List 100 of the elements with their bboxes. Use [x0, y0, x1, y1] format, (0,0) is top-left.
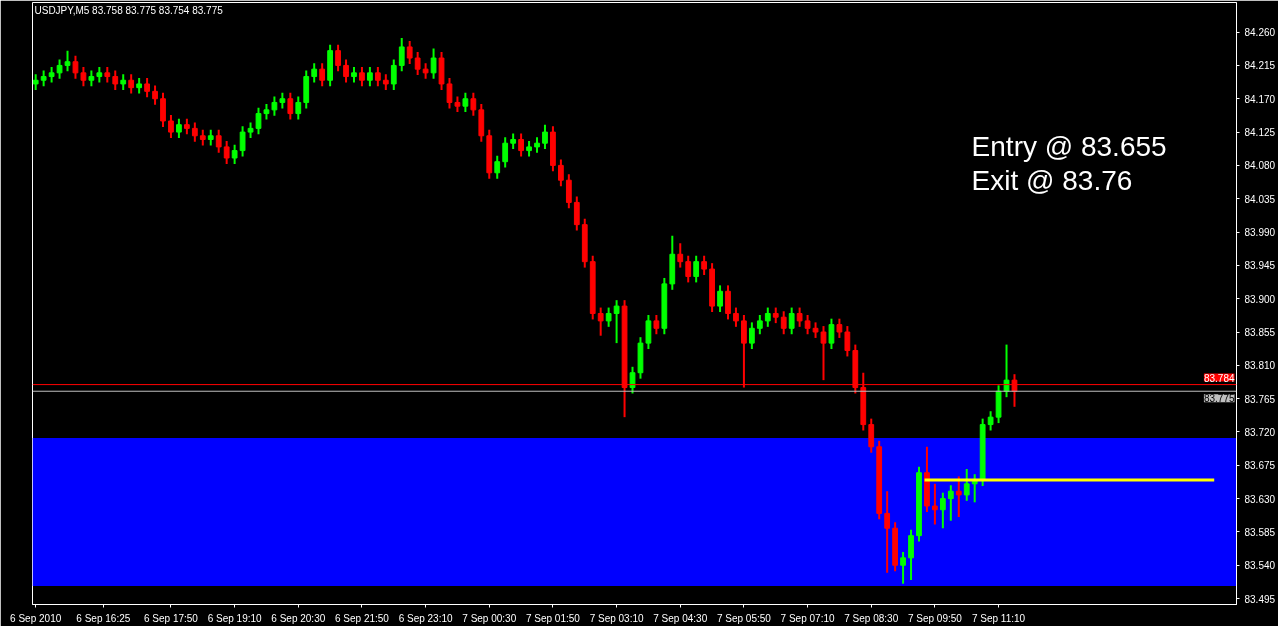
candlestick [191, 121, 198, 143]
candlestick [677, 242, 684, 269]
y-tick-label: 84.260 [1244, 27, 1276, 39]
x-tick-label: 6 Sep 2010 [10, 612, 62, 624]
candlestick [796, 306, 803, 328]
candlestick [406, 40, 413, 65]
x-tick-label: 7 Sep 03:10 [589, 612, 644, 624]
x-tick-label: 7 Sep 07:10 [780, 612, 835, 624]
x-tick-label: 7 Sep 04:30 [653, 612, 708, 624]
candlestick [295, 95, 302, 121]
candlestick [844, 325, 851, 358]
y-tick-label: 83.765 [1244, 393, 1276, 405]
candlestick [56, 58, 63, 80]
candlestick [955, 475, 962, 519]
candlestick [343, 58, 349, 84]
candlestick [629, 365, 636, 395]
candlestick [701, 254, 708, 276]
candlestick [398, 37, 405, 73]
x-tick-label: 6 Sep 23:10 [398, 612, 454, 624]
y-tick-label: 83.720 [1244, 426, 1276, 438]
candlestick [239, 125, 246, 158]
candlestick [685, 254, 692, 284]
candlestick [725, 284, 731, 321]
candlestick [335, 43, 341, 73]
candlestick [932, 482, 938, 526]
candlestick [908, 528, 914, 582]
candlestick [271, 95, 278, 117]
candlestick [558, 158, 564, 188]
x-tick-label: 7 Sep 09:50 [907, 612, 963, 624]
candlestick [645, 313, 652, 351]
candlestick [900, 550, 906, 585]
candlestick [311, 62, 318, 84]
annotation: Exit @ 83.76 [971, 164, 1133, 196]
y-tick-label: 84.125 [1244, 127, 1276, 139]
candlestick [502, 136, 509, 169]
candlestick [820, 325, 827, 382]
x-tick-label: 6 Sep 17:50 [144, 612, 199, 624]
chart-title: USDJPY,M5 83.758 83.775 83.754 83.775 [34, 4, 224, 16]
candlestick [868, 417, 875, 454]
candlestick [470, 91, 477, 117]
candlestick [430, 47, 437, 80]
y-tick-label: 83.990 [1244, 227, 1276, 239]
candlestick [573, 195, 580, 232]
candlestick [836, 317, 843, 339]
candlestick [613, 299, 620, 345]
candlestick [160, 91, 166, 128]
candlestick [756, 313, 763, 336]
candlestick [359, 65, 365, 88]
candlestick [287, 91, 294, 121]
candlestick [367, 65, 373, 88]
candlestick [152, 84, 158, 106]
candlestick [542, 123, 548, 151]
candlestick [963, 467, 970, 502]
candlestick [828, 317, 835, 351]
candlestick [733, 306, 739, 328]
y-tick-label: 83.945 [1244, 260, 1276, 272]
candlestick [319, 62, 326, 88]
annotation: Entry @ 83.655 [971, 131, 1167, 163]
candlestick [72, 54, 79, 80]
candlestick [717, 284, 723, 314]
candlestick [1003, 343, 1010, 399]
y-tick-label: 84.170 [1244, 93, 1276, 105]
candlestick [947, 484, 954, 522]
candlestick [780, 310, 787, 336]
candlestick [390, 58, 397, 91]
candlestick [374, 65, 381, 88]
y-tick-label: 84.035 [1244, 193, 1276, 205]
candlestick [176, 117, 182, 140]
y-tick-label: 83.675 [1244, 460, 1276, 472]
y-tick-label: 83.855 [1244, 327, 1276, 339]
candlestick [215, 128, 222, 154]
candlestick [605, 306, 612, 328]
candlestick [231, 143, 238, 165]
y-tick-label: 83.495 [1244, 593, 1276, 605]
x-tick-label: 6 Sep 16:25 [76, 612, 131, 624]
candlestick [518, 132, 524, 158]
ref-line-label: 83.775 [1203, 393, 1235, 405]
candlestick [597, 306, 604, 337]
y-tick-label: 83.900 [1244, 293, 1276, 305]
candlestick [748, 321, 755, 351]
candlestick [80, 65, 87, 88]
candlestick [223, 139, 230, 165]
x-tick-label: 7 Sep 00:30 [462, 612, 517, 624]
candlestick [939, 491, 946, 530]
y-tick-label: 84.215 [1244, 60, 1276, 72]
candlestick [255, 106, 262, 136]
candlestick [987, 410, 994, 432]
candlestick [764, 306, 771, 328]
y-tick-label: 84.080 [1244, 160, 1276, 172]
candlestick [884, 490, 891, 574]
candlestick [788, 306, 795, 336]
x-tick-label: 6 Sep 19:10 [207, 612, 263, 624]
candlestick [144, 77, 150, 99]
x-tick-label: 6 Sep 20:30 [271, 612, 326, 624]
candlestick [653, 313, 660, 336]
candlestick [168, 114, 174, 140]
candlestick [462, 91, 469, 114]
candlestick [112, 69, 119, 91]
x-tick-label: 7 Sep 11:10 [971, 612, 1026, 624]
candlestick [693, 254, 700, 284]
